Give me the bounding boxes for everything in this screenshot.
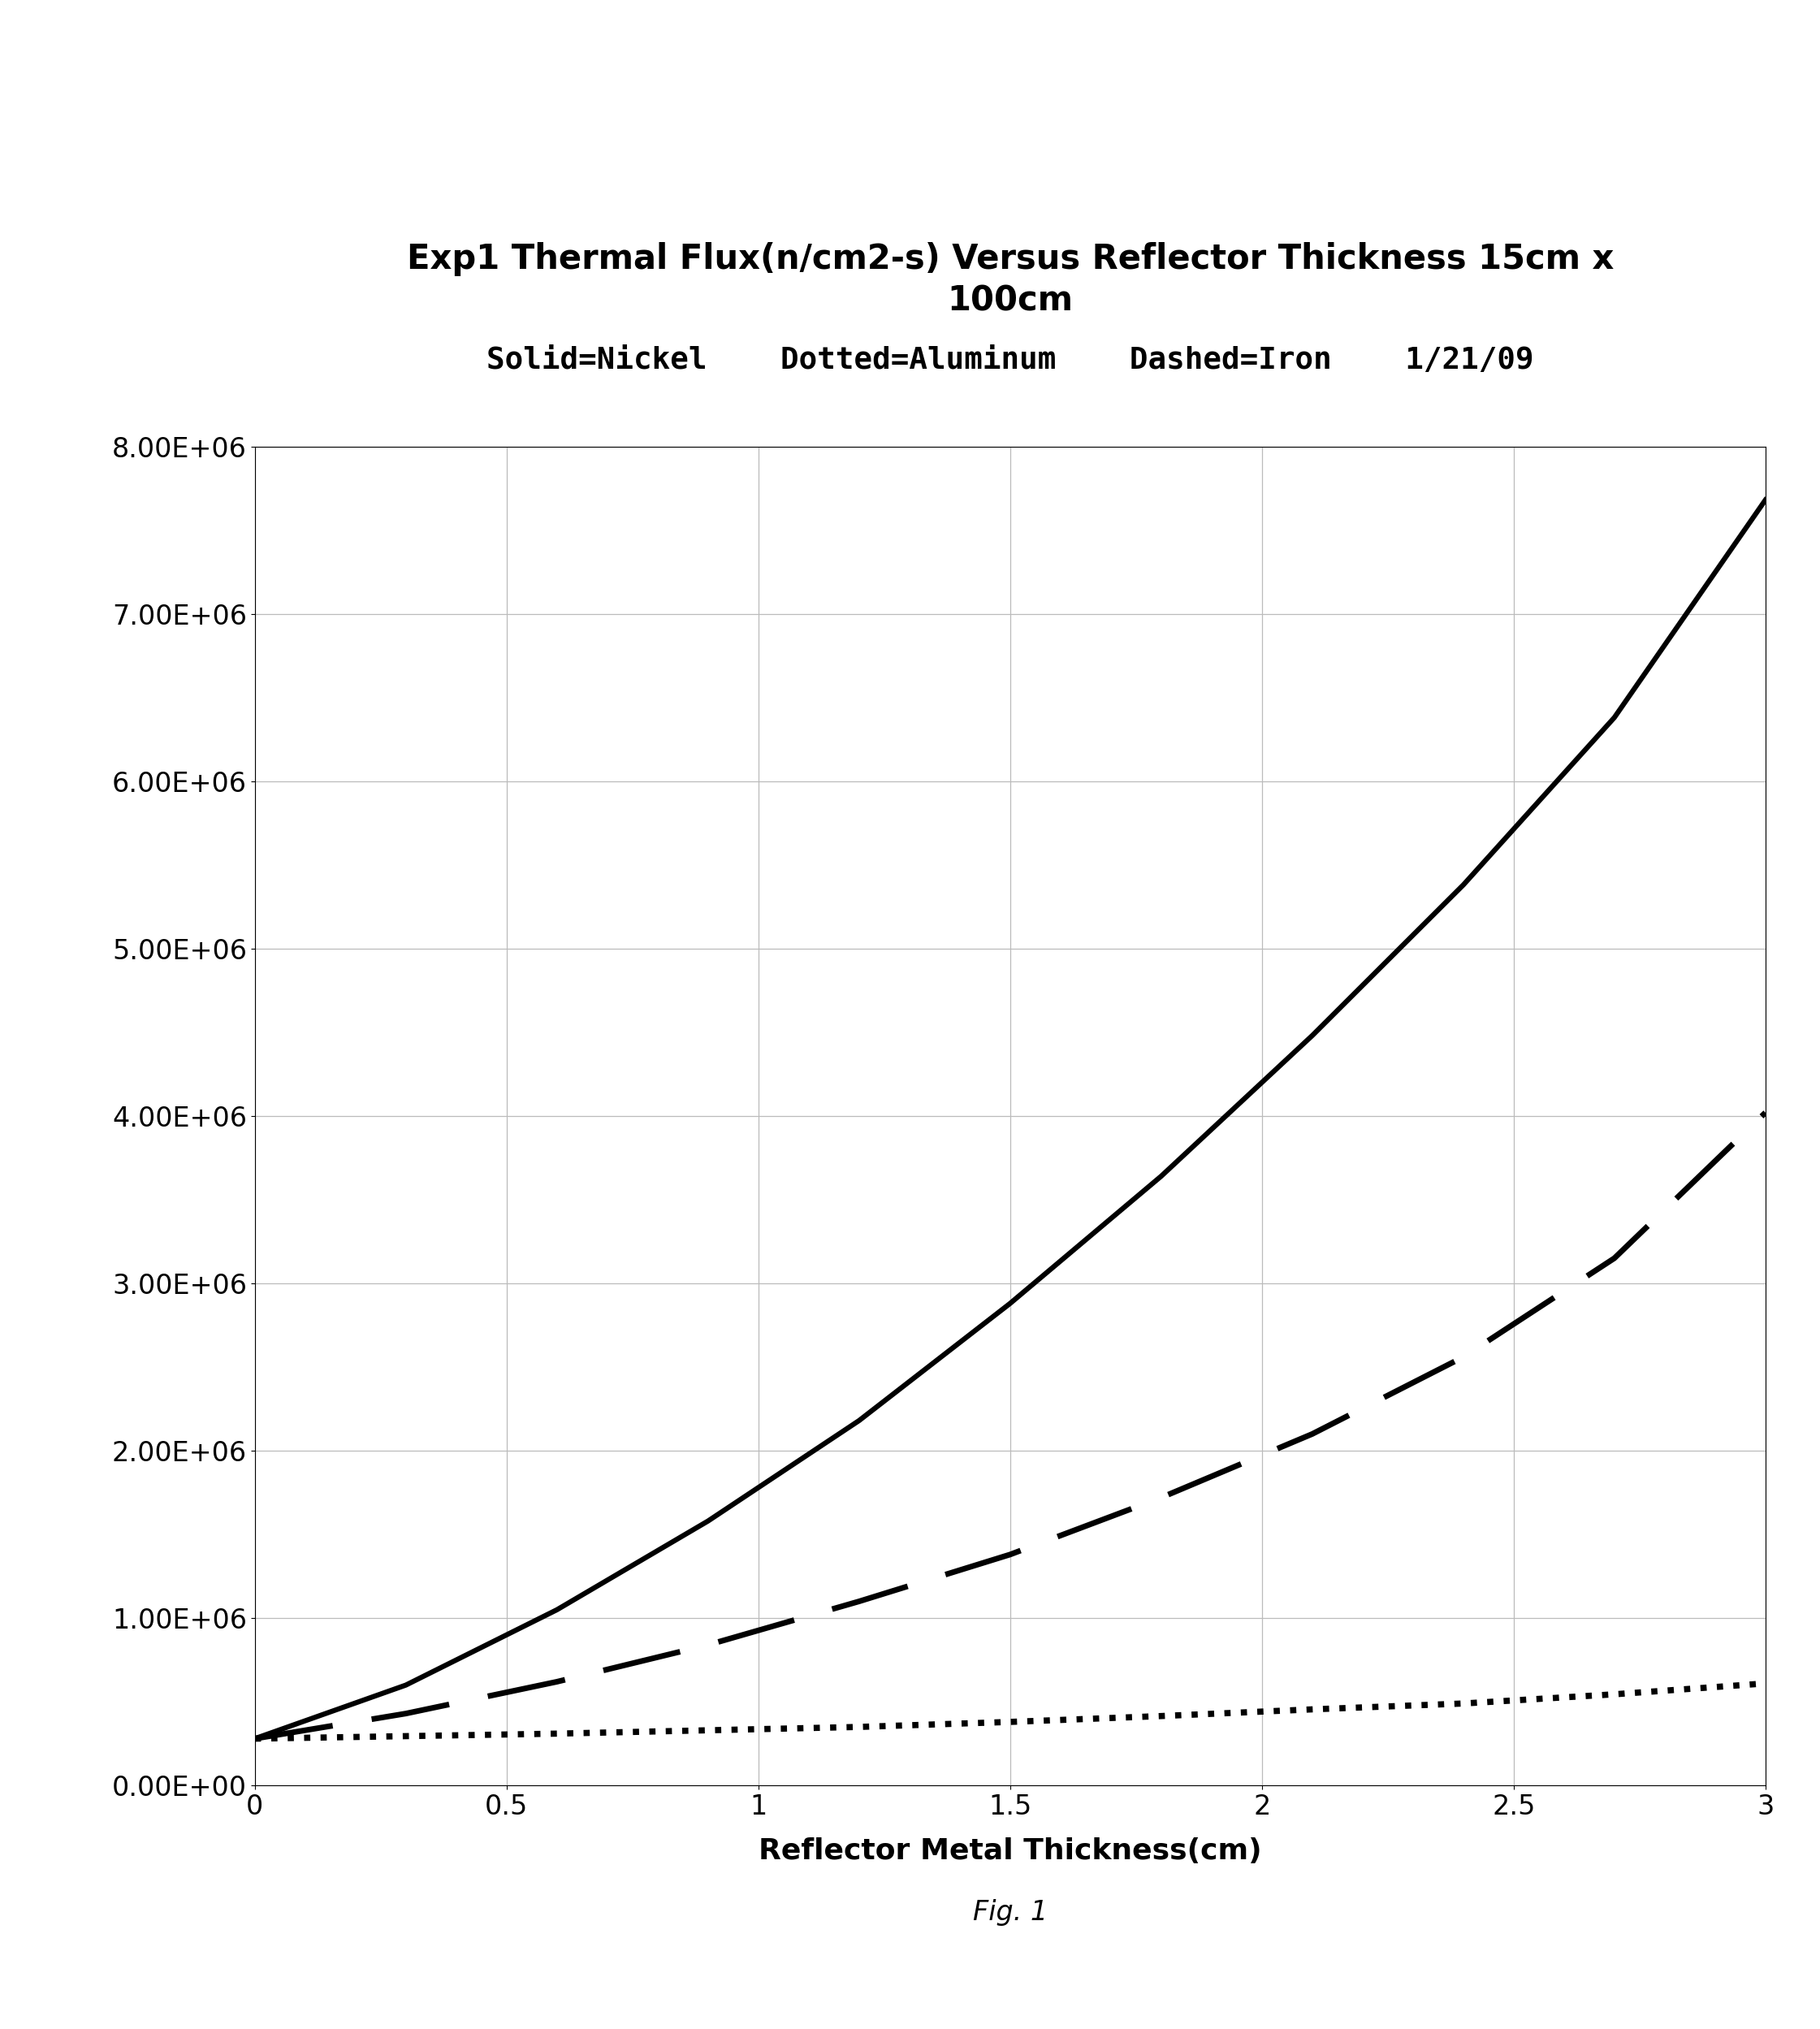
- Title: Exp1 Thermal Flux(n/cm2-s) Versus Reflector Thickness 15cm x
100cm: Exp1 Thermal Flux(n/cm2-s) Versus Reflec…: [406, 241, 1614, 319]
- X-axis label: Reflector Metal Thickness(cm): Reflector Metal Thickness(cm): [759, 1836, 1261, 1865]
- Text: Solid=Nickel    Dotted=Aluminum    Dashed=Iron    1/21/09: Solid=Nickel Dotted=Aluminum Dashed=Iron…: [486, 347, 1534, 375]
- Text: Fig. 1: Fig. 1: [972, 1899, 1048, 1926]
